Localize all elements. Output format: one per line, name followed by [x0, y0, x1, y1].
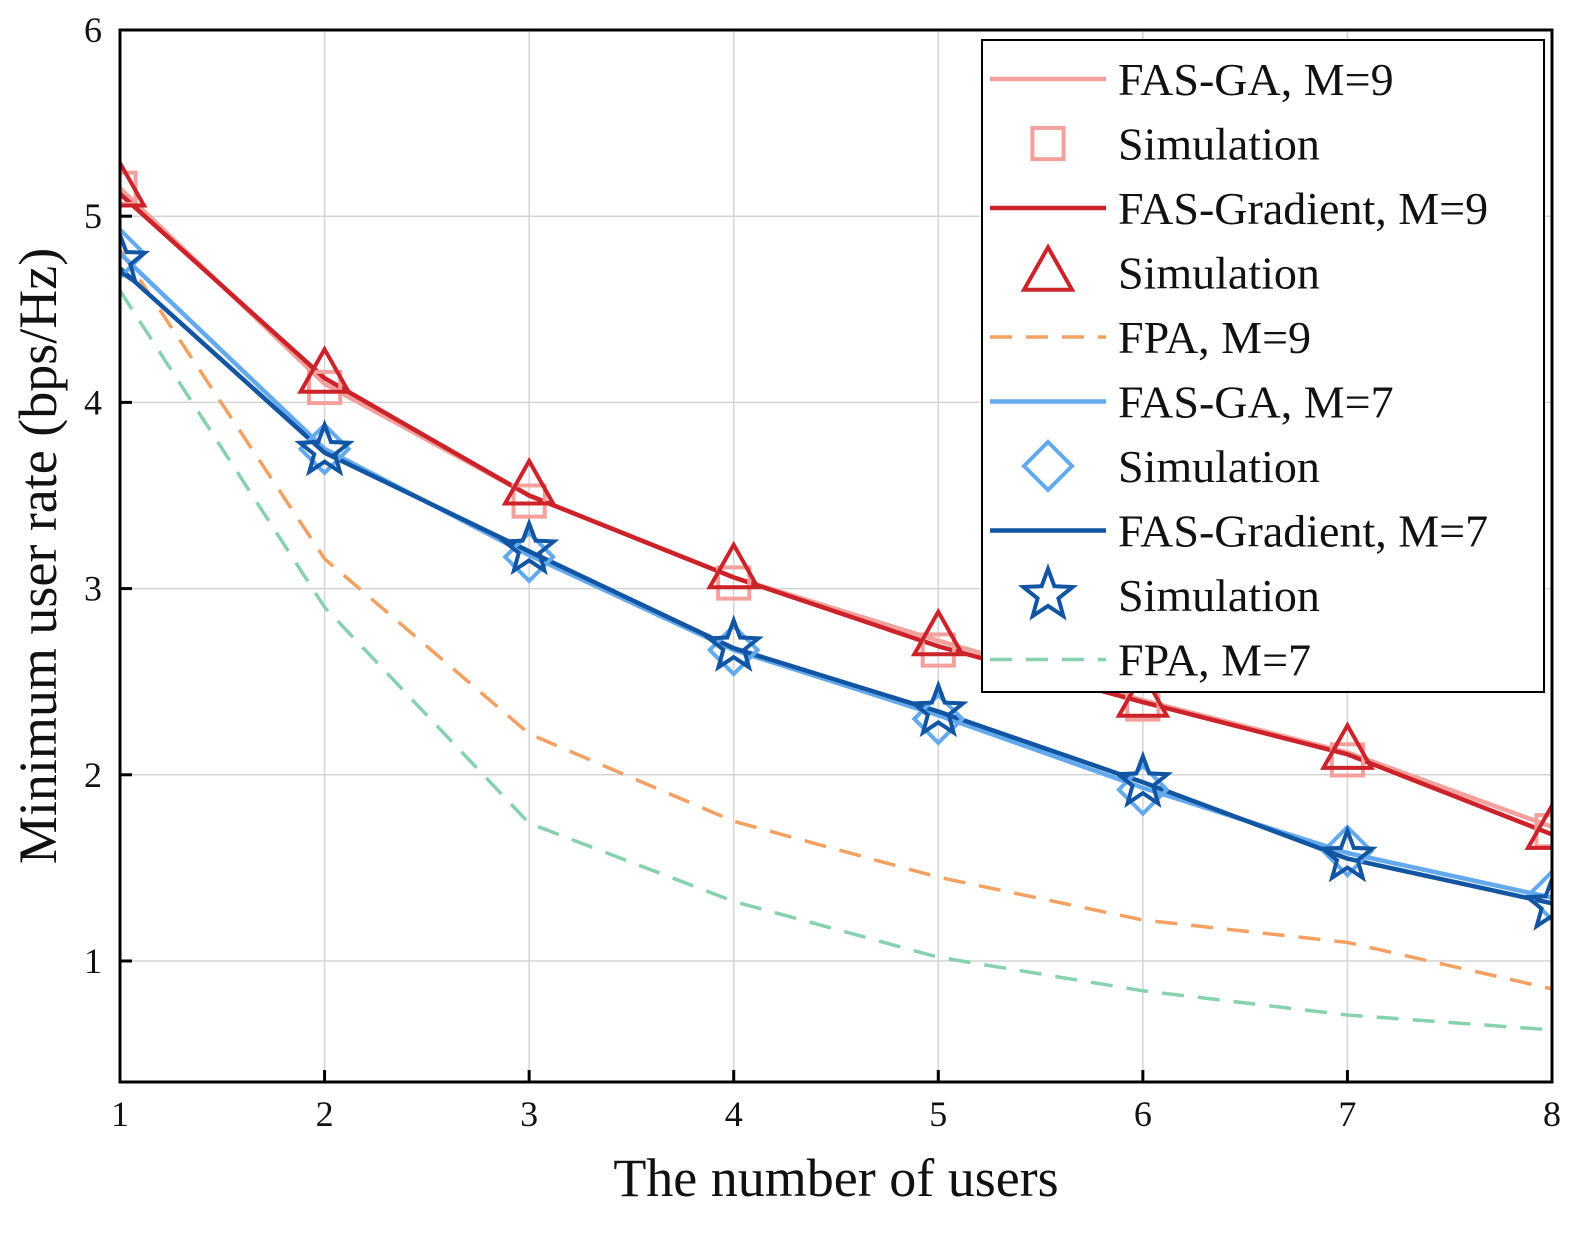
- legend-label: Simulation: [1118, 570, 1320, 621]
- data-point-star: [1112, 750, 1174, 808]
- legend-label: FAS-Gradient, M=9: [1118, 183, 1488, 234]
- data-point-diamond: [1320, 824, 1375, 878]
- x-tick-label: 6: [1134, 1094, 1152, 1134]
- series-line-fas-gradient-m-7: [120, 266, 1552, 906]
- y-tick-label: 5: [84, 196, 102, 236]
- legend-marker-star: [1017, 563, 1079, 621]
- data-point-triangle: [501, 456, 557, 506]
- data-point-star: [294, 419, 355, 477]
- x-tick-label: 8: [1543, 1094, 1561, 1134]
- data-point-square: [306, 369, 343, 406]
- data-point-star: [908, 679, 969, 738]
- data-point-triangle: [1320, 721, 1375, 770]
- data-point-diamond: [120, 226, 147, 281]
- legend-marker-square: [1030, 125, 1066, 162]
- data-point-diamond: [706, 623, 761, 677]
- y-tick-label: 6: [84, 10, 102, 50]
- legend: FAS-GA, M=9 Simulation FAS-Gradient, M=9 Si…: [981, 39, 1545, 693]
- legend-label: Simulation: [1118, 119, 1320, 170]
- legend-label: FAS-GA, M=9: [1118, 54, 1394, 105]
- data-point-triangle: [297, 345, 352, 394]
- data-point-square: [1329, 742, 1366, 778]
- data-point-triangle: [1115, 669, 1171, 718]
- y-tick-label: 1: [84, 941, 102, 981]
- data-point-star: [1317, 824, 1378, 883]
- legend-marker-diamond: [1021, 439, 1075, 493]
- data-point-square: [716, 565, 752, 601]
- x-tick-label: 4: [725, 1094, 743, 1134]
- axis-ticks: 1 2 3 4 5 6 7 8 1 2 3 4 5 6: [84, 10, 1561, 1134]
- legend-marker-triangle: [1020, 243, 1076, 292]
- data-point-triangle: [706, 540, 762, 590]
- y-axis-title: Minimum user rate (bps/Hz): [8, 248, 68, 864]
- y-tick-label: 2: [84, 755, 102, 795]
- y-tick-label: 3: [84, 569, 102, 609]
- legend-label: Simulation: [1118, 441, 1320, 492]
- data-point-triangle: [120, 158, 148, 208]
- legend-label: FPA, M=7: [1118, 635, 1311, 686]
- data-point-triangle: [910, 607, 966, 657]
- series-line-fas-gradient-m-9: [120, 192, 1552, 837]
- data-point-star: [1521, 873, 1552, 931]
- x-tick-label: 1: [111, 1094, 129, 1134]
- legend-label: Simulation: [1118, 248, 1320, 299]
- x-tick-label: 5: [929, 1094, 947, 1134]
- series-line-fpa-m-9: [120, 248, 1552, 991]
- legend-label: FAS-GA, M=7: [1118, 377, 1394, 428]
- data-point-star: [120, 229, 151, 287]
- data-point-star: [498, 517, 560, 576]
- plot-frame: [118, 28, 1554, 1084]
- series-line-fpa-m-7: [120, 289, 1552, 1032]
- data-point-diamond: [1525, 868, 1552, 923]
- legend-label: FPA, M=9: [1118, 312, 1311, 363]
- data-point-triangle: [1524, 801, 1552, 850]
- series-layer: [120, 158, 1552, 1032]
- data-point-square: [511, 483, 547, 519]
- data-point-star: [703, 614, 764, 672]
- y-tick-label: 4: [84, 382, 102, 422]
- series-line-fas-ga-m-7: [120, 251, 1552, 900]
- x-tick-label: 2: [316, 1094, 334, 1134]
- legend-box: [981, 39, 1545, 693]
- x-tick-label: 7: [1338, 1094, 1356, 1134]
- legend-label: FAS-Gradient, M=7: [1118, 506, 1488, 557]
- x-tick-label: 3: [520, 1094, 538, 1134]
- x-axis-title: The number of users: [613, 1148, 1058, 1208]
- data-point-square: [920, 632, 956, 668]
